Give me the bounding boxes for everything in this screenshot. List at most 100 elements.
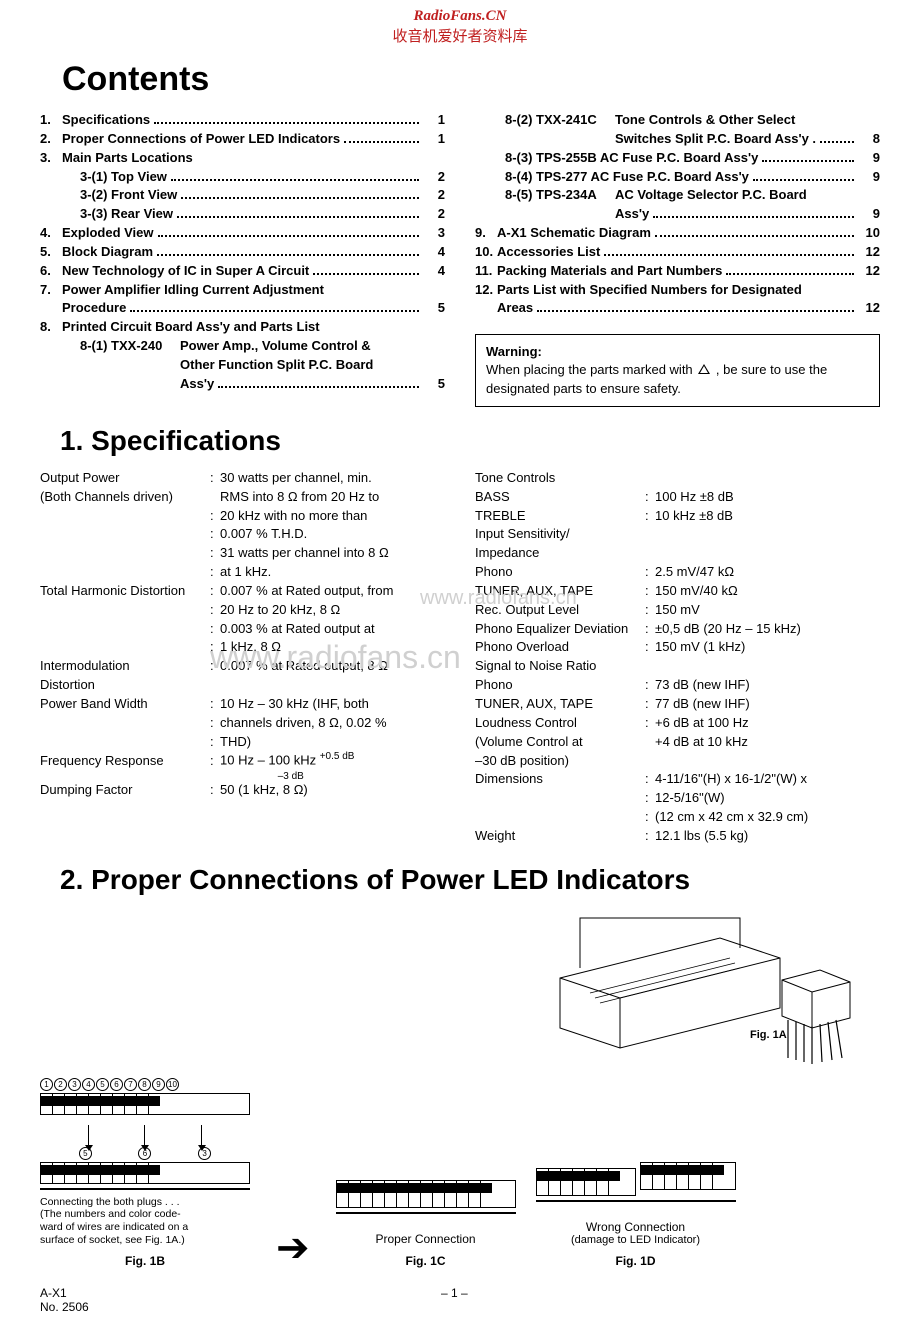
toc-row: 3.Main Parts Locations (40, 149, 445, 168)
toc-row: 8.Printed Circuit Board Ass'y and Parts … (40, 318, 445, 337)
fig1b-arrows (40, 1125, 250, 1147)
toc-row: 7.Power Amplifier Idling Current Adjustm… (40, 281, 445, 300)
toc-row: 4.Exploded View3 (40, 224, 445, 243)
spec-row: :(12 cm x 42 cm x 32.9 cm) (475, 808, 880, 827)
spec-row: :channels driven, 8 Ω, 0.02 % (40, 714, 445, 733)
fig-1a-drawing: Fig. 1A (520, 908, 860, 1068)
triangle-icon (698, 364, 710, 374)
toc-row: 5.Block Diagram4 (40, 243, 445, 262)
toc-container: 1.Specifications12.Proper Connections of… (40, 111, 880, 407)
toc-row: 12.Parts List with Specified Numbers for… (475, 281, 880, 300)
spec-row: Signal to Noise Ratio (475, 657, 880, 676)
toc-row: 8-(2) TXX-241CTone Controls & Other Sele… (475, 111, 880, 130)
toc-row: Procedure5 (40, 299, 445, 318)
spec-row: Rec. Output Level:150 mV (475, 601, 880, 620)
top-banner: RadioFans.CN 收音机爱好者资料库 (40, 8, 880, 46)
spec-row: Tone Controls (475, 469, 880, 488)
toc-row: 10.Accessories List12 (475, 243, 880, 262)
warning-box: Warning: When placing the parts marked w… (475, 334, 880, 407)
fig1c-caption: Fig. 1C (336, 1254, 516, 1268)
spec-row: :at 1 kHz. (40, 563, 445, 582)
figures-row: 12345678910 563 Connecting the both plug… (40, 1078, 880, 1268)
spec-row: Phono Equalizer Deviation:±0,5 dB (20 Hz… (475, 620, 880, 639)
section2-heading: 2. Proper Connections of Power LED Indic… (60, 864, 880, 896)
toc-row: 3-(2) Front View2 (40, 186, 445, 205)
toc-row: 3-(3) Rear View2 (40, 205, 445, 224)
spec-right-col: Tone Controls BASS:100 Hz ±8 dB TREBLE:1… (475, 469, 880, 846)
toc-row: 8-(5) TPS-234AAC Voltage Selector P.C. B… (475, 186, 880, 205)
spec-row: Impedance (475, 544, 880, 563)
toc-row: Ass'y5 (40, 375, 445, 394)
spec-row: (Volume Control at+4 dB at 10 kHz (475, 733, 880, 752)
spec-row: :1 kHz, 8 Ω (40, 638, 445, 657)
toc-row: Areas12 (475, 299, 880, 318)
fig-1b: 12345678910 563 Connecting the both plug… (40, 1078, 250, 1268)
spec-container: www.radiofans.cn www.radiofans.cn Output… (40, 469, 880, 846)
fig1d-caption: Fig. 1D (536, 1254, 736, 1268)
toc-row: Switches Split P.C. Board Ass'y .8 (475, 130, 880, 149)
contents-heading: Contents (62, 60, 880, 99)
spec-row: Loudness Control:+6 dB at 100 Hz (475, 714, 880, 733)
toc-row: 9.A-X1 Schematic Diagram10 (475, 224, 880, 243)
spec-row: Input Sensitivity/ (475, 525, 880, 544)
spec-row: Output Power:30 watts per channel, min. (40, 469, 445, 488)
fig1d-connector-left (536, 1168, 637, 1196)
spec-left-col: Output Power:30 watts per channel, min.(… (40, 469, 445, 846)
banner-line1: RadioFans.CN (40, 8, 880, 25)
spec-row: :12-5/16"(W) (475, 789, 880, 808)
banner-line2: 收音机爱好者资料库 (40, 25, 880, 46)
toc-row: 6.New Technology of IC in Super A Circui… (40, 262, 445, 281)
toc-row: 11.Packing Materials and Part Numbers12 (475, 262, 880, 281)
spec-row: :20 kHz with no more than (40, 507, 445, 526)
fig1c-connector (336, 1180, 516, 1208)
toc-row: Ass'y9 (475, 205, 880, 224)
fig1d-connector-right (640, 1162, 736, 1190)
fig-1c: Proper Connection Fig. 1C (336, 1180, 516, 1268)
fig1d-sub: (damage to LED Indicator) (536, 1234, 736, 1246)
spec-row: Phono:73 dB (new IHF) (475, 676, 880, 695)
fig-1d: Wrong Connection (damage to LED Indicato… (536, 1168, 736, 1268)
fig1b-numbers: 12345678910 (40, 1078, 250, 1091)
fig1b-connector2 (40, 1162, 250, 1184)
toc-row: 8-(3) TPS-255B AC Fuse P.C. Board Ass'y9 (475, 149, 880, 168)
spec-row: Distortion (40, 676, 445, 695)
spec-row: Frequency Response:10 Hz – 100 kHz +0.5 … (40, 752, 445, 782)
toc-row: 1.Specifications1 (40, 111, 445, 130)
toc-row: 2.Proper Connections of Power LED Indica… (40, 130, 445, 149)
spec-row: TREBLE:10 kHz ±8 dB (475, 507, 880, 526)
footer-model: A-X1 (40, 1286, 89, 1300)
fig1d-title: Wrong Connection (536, 1220, 736, 1234)
spec-row: TUNER, AUX, TAPE:77 dB (new IHF) (475, 695, 880, 714)
spec-row: Total Harmonic Distortion:0.007 % at Rat… (40, 582, 445, 601)
footer-page: – 1 – (441, 1286, 468, 1314)
warning-title: Warning: (486, 343, 869, 361)
spec-row: Phono:2.5 mV/47 kΩ (475, 563, 880, 582)
spec-row: :0.003 % at Rated output at (40, 620, 445, 639)
spec-row: Power Band Width:10 Hz – 30 kHz (IHF, bo… (40, 695, 445, 714)
fig1b-connector (40, 1093, 250, 1115)
spec-row: :0.007 % T.H.D. (40, 525, 445, 544)
spec-row: :31 watts per channel into 8 Ω (40, 544, 445, 563)
spec-row: Phono Overload:150 mV (1 kHz) (475, 638, 880, 657)
right-arrow-icon: ➔ (276, 1228, 310, 1268)
spec-row: Dimensions:4-11/16"(H) x 16-1/2"(W) x (475, 770, 880, 789)
fig1b-caption: Fig. 1B (40, 1254, 250, 1268)
page-footer: A-X1 No. 2506 – 1 – (40, 1286, 880, 1314)
toc-row: 8-(1) TXX-240Power Amp., Volume Control … (40, 337, 445, 356)
warning-body1: When placing the parts marked with (486, 362, 696, 377)
fig1b-note: Connecting the both plugs . . .(The numb… (40, 1196, 250, 1246)
toc-left-col: 1.Specifications12.Proper Connections of… (40, 111, 445, 407)
spec-row: :THD) (40, 733, 445, 752)
spec-row: :20 Hz to 20 kHz, 8 Ω (40, 601, 445, 620)
spec-row: –30 dB position) (475, 752, 880, 771)
toc-row: 8-(4) TPS-277 AC Fuse P.C. Board Ass'y9 (475, 168, 880, 187)
toc-row: 3-(1) Top View2 (40, 168, 445, 187)
section1-heading: 1. Specifications (60, 425, 880, 457)
spec-row: Intermodulation:0.007 % at Rated output,… (40, 657, 445, 676)
footer-number: No. 2506 (40, 1300, 89, 1314)
spec-row: TUNER, AUX, TAPE:150 mV/40 kΩ (475, 582, 880, 601)
spec-row: BASS:100 Hz ±8 dB (475, 488, 880, 507)
toc-right-col: 8-(2) TXX-241CTone Controls & Other Sele… (475, 111, 880, 407)
fig1c-title: Proper Connection (336, 1232, 516, 1246)
fig1a-label: Fig. 1A (750, 1029, 787, 1041)
